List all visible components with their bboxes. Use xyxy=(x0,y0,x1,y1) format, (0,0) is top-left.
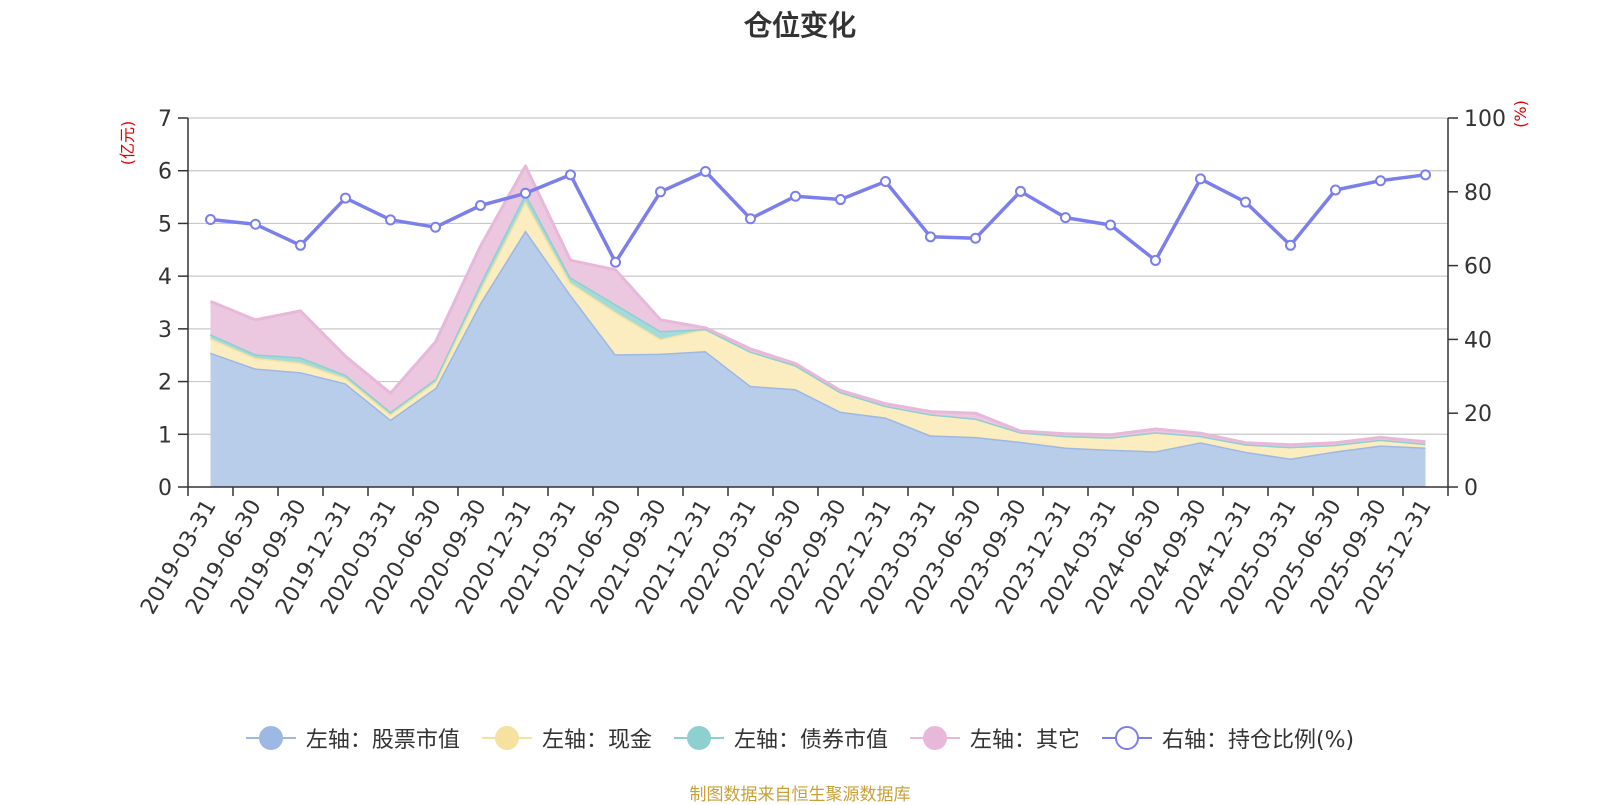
ratio-point xyxy=(430,221,441,233)
area-series-edge-3 xyxy=(209,164,1426,447)
legend-swatch-cash xyxy=(481,726,532,750)
ratio-point xyxy=(880,175,891,187)
legend-label-cash: 左轴：现金 xyxy=(541,728,652,753)
left-axis-tick-label: 0 xyxy=(158,476,172,501)
legend-item-stock[interactable]: 左轴：股票市值 xyxy=(245,722,460,754)
legend-swatch-position-ratio xyxy=(1101,726,1152,750)
right-axis-tick-label: 100 xyxy=(1464,107,1506,132)
left-axis-tick-label: 3 xyxy=(158,318,172,343)
legend-label-bond: 左轴：债券市值 xyxy=(733,728,888,753)
right-axis-unit-label: (%) xyxy=(1511,100,1530,128)
ratio-point xyxy=(385,214,396,226)
ratio-point xyxy=(1375,175,1386,187)
ratio-point xyxy=(1285,239,1296,251)
ratio-point xyxy=(295,239,306,251)
chart-legend: 左轴：股票市值 左轴：现金 左轴：债券市值 左轴：其它 右轴：持仓比例(%) xyxy=(0,722,1600,754)
source-note: 制图数据来自恒生聚源数据库 xyxy=(689,785,911,805)
legend-label-stock: 左轴：股票市值 xyxy=(305,728,460,753)
ratio-point xyxy=(700,166,711,178)
right-axis-tick-label: 80 xyxy=(1464,181,1492,206)
right-axis-tick-label: 0 xyxy=(1464,476,1478,501)
left-axis-tick-label: 4 xyxy=(158,265,172,290)
ratio-point xyxy=(1420,169,1431,181)
ratio-point xyxy=(1330,184,1341,196)
right-axis-tick-label: 40 xyxy=(1464,328,1492,353)
left-axis-tick-label: 6 xyxy=(158,160,172,185)
ratio-point xyxy=(475,199,486,211)
ratio-point xyxy=(970,232,981,244)
left-axis-unit-label: (亿元) xyxy=(118,121,137,166)
left-axis-tick-label: 2 xyxy=(158,371,172,396)
ratio-line xyxy=(210,169,1426,265)
legend-swatch-bond xyxy=(673,726,724,750)
legend-swatch-stock xyxy=(245,726,296,750)
ratio-point xyxy=(340,192,351,204)
legend-item-position-ratio[interactable]: 右轴：持仓比例(%) xyxy=(1101,722,1355,754)
legend-item-cash[interactable]: 左轴：现金 xyxy=(481,722,652,754)
ratio-point xyxy=(1105,219,1116,231)
ratio-point xyxy=(655,186,666,198)
ratio-point xyxy=(1060,212,1071,224)
ratio-point xyxy=(1240,196,1251,208)
area-series-0 xyxy=(210,230,1426,488)
ratio-point xyxy=(745,213,756,225)
ratio-point xyxy=(1150,254,1161,266)
legend-item-other[interactable]: 左轴：其它 xyxy=(909,722,1080,754)
chart-title: 仓位变化 xyxy=(743,9,856,42)
legend-swatch-other xyxy=(909,726,960,750)
ratio-point xyxy=(565,169,576,181)
ratio-point xyxy=(520,187,531,199)
left-axis-tick-label: 1 xyxy=(158,423,172,448)
left-axis-tick-label: 5 xyxy=(158,212,172,237)
legend-item-bond[interactable]: 左轴：债券市值 xyxy=(673,722,888,754)
left-axis-tick-label: 7 xyxy=(158,107,172,132)
legend-label-other: 左轴：其它 xyxy=(969,728,1080,753)
ratio-point xyxy=(205,213,216,225)
ratio-point xyxy=(790,190,801,202)
ratio-point xyxy=(925,231,936,243)
ratio-point xyxy=(610,256,621,268)
ratio-point xyxy=(835,194,846,206)
right-axis-tick-label: 60 xyxy=(1464,255,1492,280)
legend-label-position-ratio: 右轴：持仓比例(%) xyxy=(1161,728,1355,753)
ratio-point xyxy=(1195,173,1206,185)
ratio-point xyxy=(250,218,261,230)
right-axis-tick-label: 20 xyxy=(1464,402,1492,427)
ratio-point xyxy=(1015,185,1026,197)
